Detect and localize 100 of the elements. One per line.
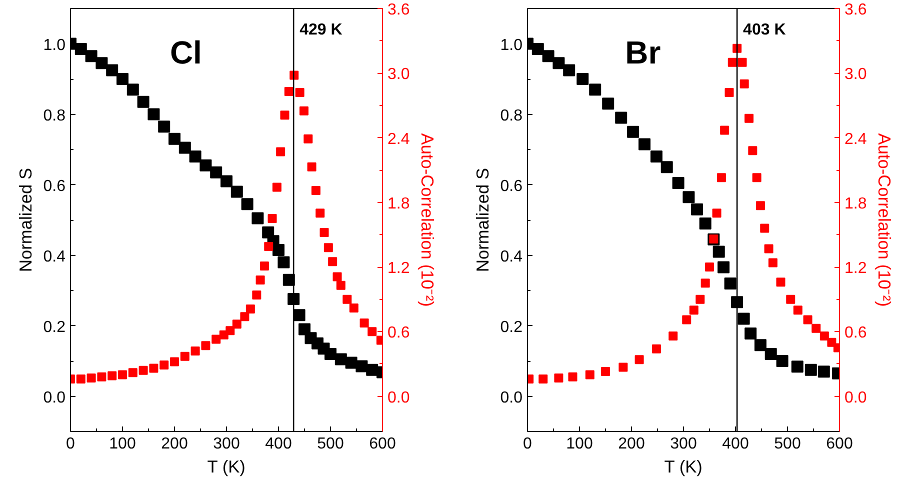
point [752, 173, 762, 182]
point [246, 304, 255, 314]
point [170, 357, 179, 366]
point [316, 208, 325, 218]
point [324, 243, 333, 252]
point [189, 150, 202, 163]
point [738, 58, 747, 67]
point [764, 244, 774, 254]
point [682, 191, 695, 204]
y-tick-label: 0.0 [500, 389, 523, 406]
point [720, 126, 730, 135]
x-tick-label: 100 [566, 436, 593, 452]
point [252, 290, 262, 300]
y-tick-label: 0.6 [43, 178, 66, 195]
y2-axis-title: Auto-Correlation (10⁻²) [418, 133, 438, 307]
point [256, 275, 265, 284]
y-tick-label: 0.8 [500, 107, 523, 124]
y2-tick-label: 3.0 [388, 66, 410, 84]
point [299, 106, 308, 116]
point [178, 142, 191, 154]
point [748, 146, 758, 156]
x-tick-label: 600 [826, 436, 853, 452]
point [232, 320, 242, 329]
point [220, 175, 232, 188]
point [618, 362, 628, 372]
y2-tick-label: 0.6 [388, 324, 410, 342]
point [744, 328, 757, 340]
point [699, 218, 712, 230]
point [682, 315, 692, 324]
y2-tick-label: 0.0 [844, 389, 867, 406]
point [712, 246, 725, 258]
point [272, 182, 282, 192]
point [76, 374, 86, 384]
point [691, 203, 704, 216]
y2-tick-label: 2.4 [844, 130, 867, 148]
point [158, 120, 170, 133]
point [116, 73, 128, 85]
point [138, 366, 148, 375]
y-tick-label: 0.2 [43, 318, 66, 336]
point [264, 242, 274, 252]
x-tick-label: 300 [213, 436, 240, 452]
x-tick-label: 100 [109, 436, 136, 452]
point [295, 88, 304, 98]
point [602, 98, 614, 110]
point [740, 79, 749, 88]
point [97, 372, 106, 382]
point [304, 134, 313, 144]
point [760, 224, 770, 233]
point [148, 108, 160, 120]
point [200, 159, 212, 172]
point [118, 370, 127, 380]
point [552, 57, 565, 70]
point [786, 294, 796, 304]
point [226, 326, 235, 336]
point [689, 306, 698, 315]
point [705, 262, 714, 272]
point [268, 214, 277, 224]
point [311, 186, 320, 196]
point [615, 112, 628, 124]
point [280, 110, 290, 120]
text: Cl [170, 34, 202, 70]
point [349, 303, 358, 312]
point [210, 166, 222, 178]
point [724, 88, 734, 98]
x-tick-label: 0 [66, 436, 76, 452]
point [589, 84, 602, 96]
point [252, 212, 264, 224]
point [180, 352, 190, 361]
point [731, 296, 744, 308]
point [282, 274, 295, 286]
x-tick-label: 500 [774, 436, 801, 452]
point [738, 312, 750, 325]
x-tick-label: 200 [618, 436, 645, 452]
point [108, 371, 117, 380]
y-tick-label: 0.4 [43, 248, 66, 266]
point [668, 331, 678, 340]
point [106, 64, 118, 76]
point [74, 43, 87, 56]
point [137, 96, 150, 108]
y2-axis-title: Auto-Correlation (10⁻²) [874, 133, 895, 307]
y-axis-title: Normalized S [472, 168, 492, 272]
y-tick-label: 0.6 [500, 178, 523, 195]
point [576, 73, 589, 85]
point [754, 339, 766, 352]
point [168, 132, 180, 145]
y2-tick-label: 1.2 [388, 260, 410, 278]
point [190, 346, 200, 356]
y-axis-title: Normalized S [15, 168, 36, 272]
point [336, 280, 346, 290]
point [272, 244, 284, 256]
point [201, 341, 210, 350]
point [86, 373, 96, 382]
ref-line-label: 403 K [743, 22, 786, 38]
point [356, 360, 368, 372]
y-tick-label: 1.0 [43, 36, 66, 54]
point [652, 344, 661, 354]
y2-tick-label: 1.8 [388, 195, 410, 212]
point [230, 186, 243, 198]
point [601, 367, 610, 376]
point [764, 348, 777, 360]
